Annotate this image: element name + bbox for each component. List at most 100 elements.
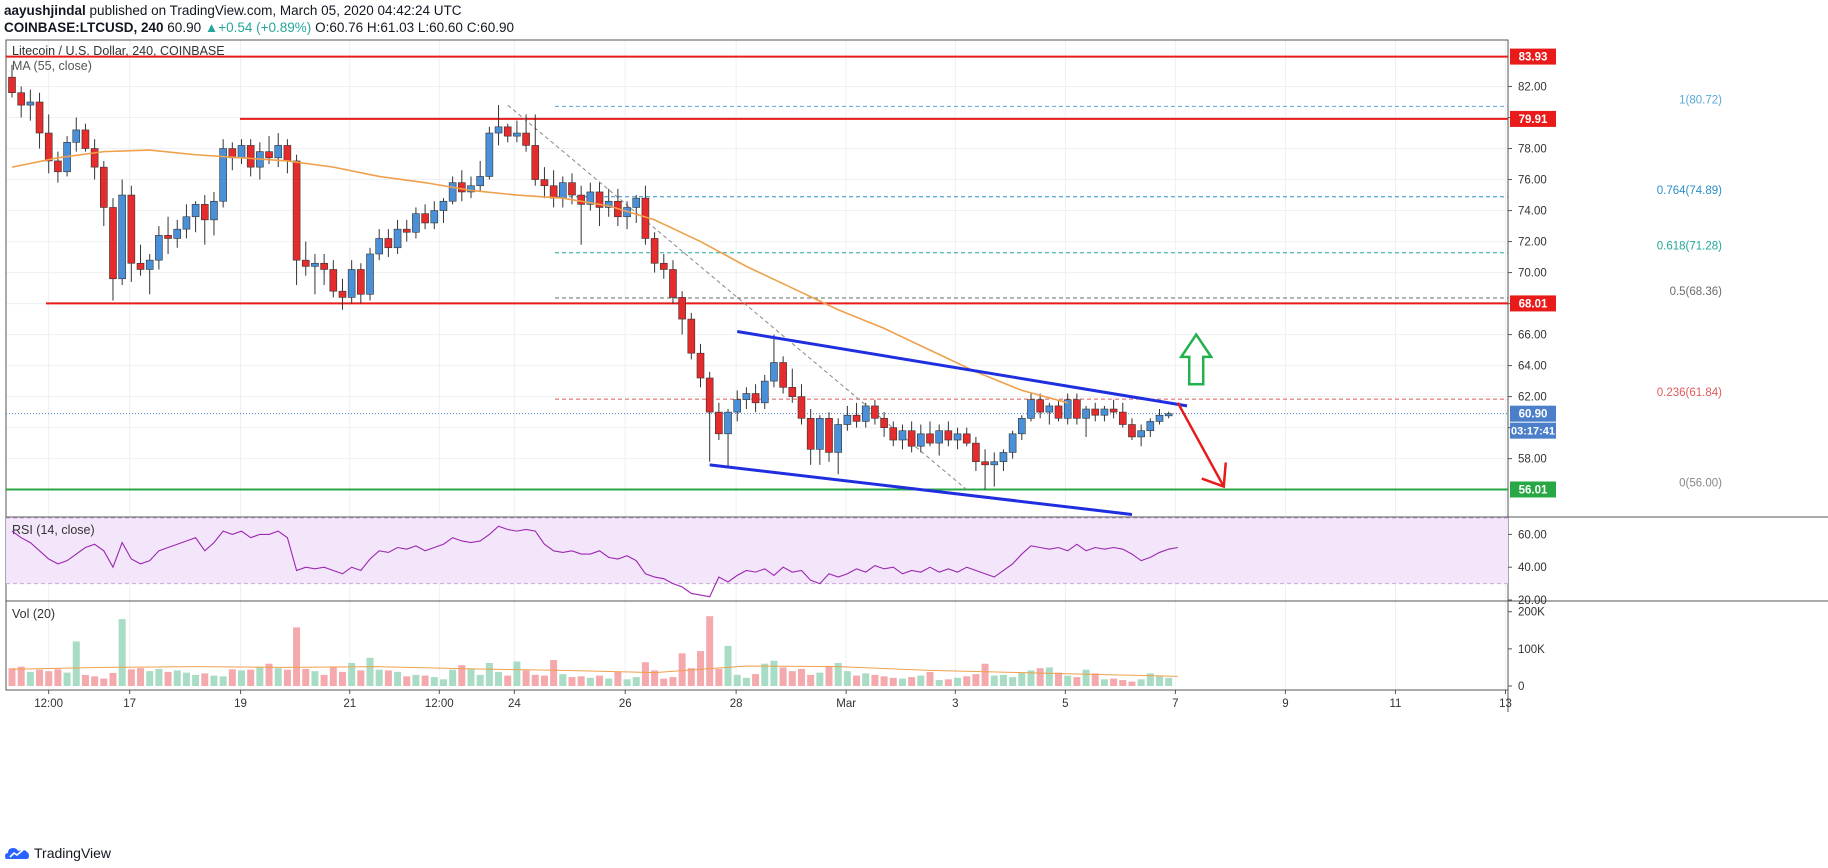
volume-bar	[632, 677, 640, 686]
volume-bar	[476, 674, 484, 686]
fib-level-label: 0.618(71.28)	[1657, 241, 1722, 253]
candle-body	[485, 132, 494, 177]
candle-body	[357, 269, 365, 295]
volume-bar	[522, 670, 530, 686]
volume-bar	[1146, 673, 1154, 686]
candle-body	[650, 238, 659, 264]
candle-body	[549, 185, 558, 199]
candle-body	[494, 126, 503, 134]
bullish-arrow-icon	[1178, 332, 1214, 386]
volume-bar	[357, 670, 365, 686]
volume-bar	[917, 675, 925, 686]
symbol-name: COINBASE:LTCUSD, 240	[4, 20, 164, 35]
volume-bar	[8, 668, 16, 686]
candle-body	[889, 427, 898, 441]
candle-body	[1036, 399, 1044, 413]
channel-lower-line	[709, 463, 1133, 516]
volume-title: Vol (20)	[12, 607, 55, 621]
candle-body	[173, 228, 182, 239]
rsi-title: RSI (14, close)	[12, 523, 95, 537]
candle-body	[513, 132, 521, 137]
candle-body	[17, 92, 25, 106]
candle-body	[118, 194, 126, 280]
volume-bar	[412, 674, 420, 686]
volume-bar	[1119, 680, 1127, 686]
price-label-box	[1510, 48, 1556, 65]
volume-bar	[1045, 667, 1053, 686]
volume-bar	[26, 671, 34, 686]
volume-bar	[797, 668, 805, 686]
volume-bar	[889, 677, 897, 686]
volume-bar	[559, 674, 567, 686]
candle-body	[568, 182, 576, 196]
last-price-label: 60.90	[1519, 409, 1548, 421]
volume-bar	[485, 662, 493, 686]
price-label-text: 83.93	[1519, 52, 1548, 64]
candle-body	[384, 238, 393, 249]
volume-bar	[1064, 675, 1072, 686]
author-name[interactable]: aayushjindal	[4, 3, 86, 18]
candle-body	[430, 210, 439, 224]
volume-bar	[348, 662, 356, 686]
volume-bar	[963, 676, 971, 686]
volume-bar	[458, 665, 466, 686]
volume-bar	[531, 674, 539, 686]
fib-level-label: 1(80.72)	[1679, 94, 1722, 106]
volume-bar	[164, 671, 172, 686]
candle-body	[1045, 405, 1054, 413]
x-tick-label: 7	[1172, 698, 1178, 710]
candle-body	[329, 269, 338, 292]
volume-bar	[1128, 681, 1136, 686]
volume-bar	[228, 669, 236, 686]
volume-bar	[329, 666, 337, 686]
volume-bar	[173, 670, 181, 686]
candle-body	[503, 126, 512, 137]
last-price: 60.90	[167, 20, 202, 35]
tradingview-logo-icon[interactable]	[4, 845, 30, 861]
volume-bar	[72, 641, 80, 686]
volume-bar	[972, 674, 980, 686]
volume-bar	[146, 671, 154, 686]
candle-body	[770, 362, 778, 382]
candle-body	[705, 377, 714, 413]
volume-bar	[449, 669, 457, 686]
candle-body	[136, 262, 145, 270]
change-up-icon: ▲	[204, 20, 219, 35]
volume-bar	[265, 663, 273, 686]
volume-bar	[1091, 673, 1099, 686]
countdown-label: 03:17:41	[1511, 426, 1555, 438]
candle-body	[898, 430, 907, 441]
volume-bar	[293, 627, 301, 686]
candle-body	[283, 145, 292, 162]
x-tick-label: 12:00	[425, 698, 454, 710]
candle-body	[1027, 399, 1035, 419]
candle-body	[696, 352, 705, 379]
volume-bar	[990, 675, 998, 686]
volume-bar	[201, 673, 209, 686]
candle-body	[577, 194, 585, 205]
candle-body	[265, 151, 273, 159]
volume-bar	[127, 669, 135, 686]
candle-body	[779, 362, 787, 388]
rsi-band	[6, 518, 1508, 584]
candle-body	[981, 461, 989, 466]
volume-bar	[320, 674, 328, 686]
fib-level-label: 0.764(74.89)	[1657, 185, 1722, 197]
volume-bar	[81, 674, 89, 686]
x-tick-label: 24	[508, 698, 521, 710]
ohlc-values: O:60.76 H:61.03 L:60.60 C:60.90	[315, 20, 514, 35]
volume-bar	[669, 677, 677, 686]
candle-body	[164, 235, 172, 239]
volume-bar	[752, 674, 760, 686]
candle-body	[586, 191, 595, 205]
price-label-box	[1510, 110, 1556, 127]
footer-brand[interactable]: TradingView	[34, 845, 112, 861]
ma-indicator-label: MA (55, close)	[12, 59, 92, 73]
candle-body	[935, 430, 943, 444]
volume-bar	[36, 669, 44, 686]
volume-bar	[596, 675, 604, 686]
x-tick-label: 28	[730, 698, 743, 710]
candle-body	[1118, 411, 1127, 425]
bearish-arrowhead-icon	[1201, 462, 1228, 489]
